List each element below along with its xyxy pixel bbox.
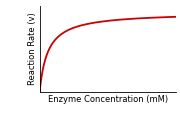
Y-axis label: Reaction Rate (v): Reaction Rate (v) (28, 13, 37, 85)
X-axis label: Enzyme Concentration (mM): Enzyme Concentration (mM) (48, 95, 168, 104)
